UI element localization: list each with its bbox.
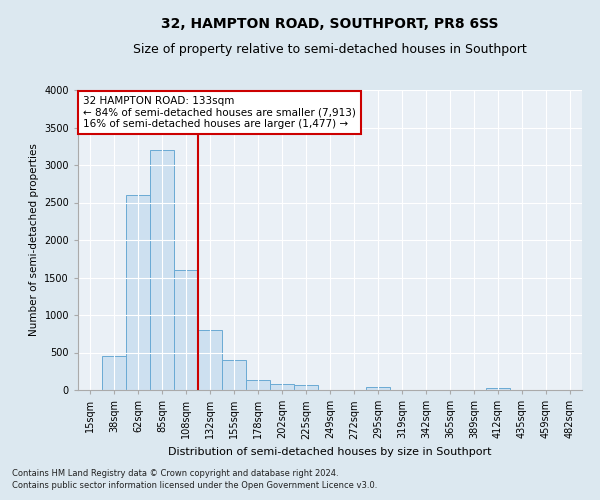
Text: 32 HAMPTON ROAD: 133sqm
← 84% of semi-detached houses are smaller (7,913)
16% of: 32 HAMPTON ROAD: 133sqm ← 84% of semi-de…: [83, 96, 356, 129]
Bar: [198, 330, 222, 390]
Text: Contains HM Land Registry data © Crown copyright and database right 2024.: Contains HM Land Registry data © Crown c…: [12, 468, 338, 477]
Bar: [102, 356, 126, 390]
Bar: [246, 380, 270, 390]
Text: 32, HAMPTON ROAD, SOUTHPORT, PR8 6SS: 32, HAMPTON ROAD, SOUTHPORT, PR8 6SS: [161, 18, 499, 32]
Bar: [174, 270, 198, 390]
Y-axis label: Number of semi-detached properties: Number of semi-detached properties: [29, 144, 38, 336]
Bar: [150, 150, 174, 390]
Bar: [270, 384, 294, 390]
Bar: [222, 360, 246, 390]
Text: Size of property relative to semi-detached houses in Southport: Size of property relative to semi-detach…: [133, 42, 527, 56]
Bar: [366, 387, 390, 390]
Bar: [126, 195, 150, 390]
Text: Contains public sector information licensed under the Open Government Licence v3: Contains public sector information licen…: [12, 481, 377, 490]
X-axis label: Distribution of semi-detached houses by size in Southport: Distribution of semi-detached houses by …: [168, 447, 492, 457]
Bar: [486, 388, 510, 390]
Bar: [294, 385, 318, 390]
